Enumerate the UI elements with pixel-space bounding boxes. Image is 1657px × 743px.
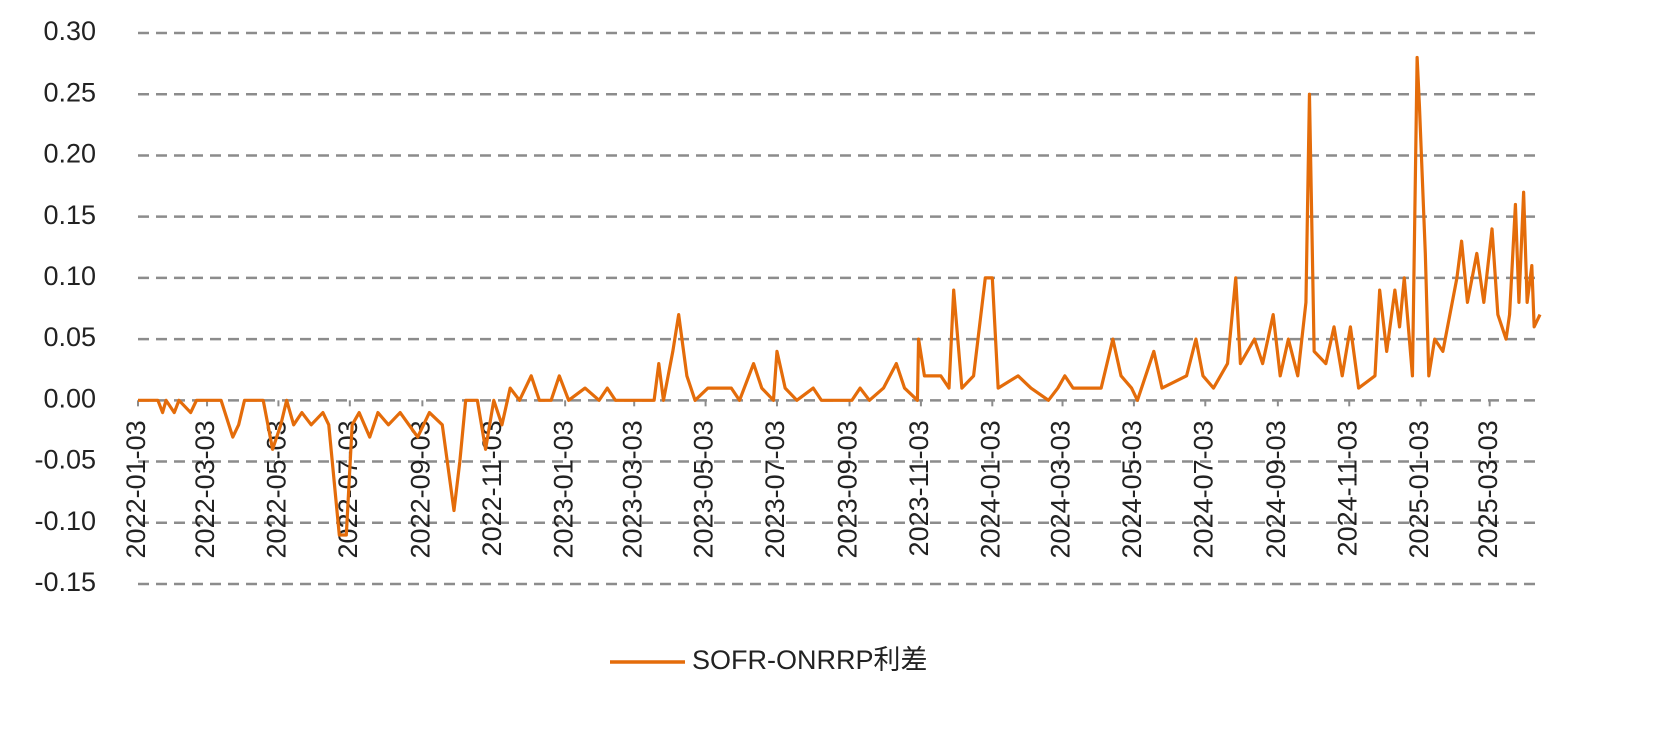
x-tick-label: 2023-11-03 [904,420,934,556]
y-tick-label: 0.20 [43,139,96,169]
y-tick-label: 0.25 [43,77,96,107]
y-tick-label: 0.10 [43,261,96,291]
x-tick-label: 2022-09-03 [406,420,436,558]
x-tick-label: 2023-07-03 [760,420,790,558]
x-tick-label: 2024-09-03 [1261,420,1291,558]
y-tick-label: 0.30 [43,16,96,46]
x-tick-label: 2022-01-03 [121,420,151,558]
y-tick-label: 0.15 [43,200,96,230]
y-tick-label: 0.05 [43,322,96,352]
x-tick-label: 2024-01-03 [975,420,1005,558]
data-line [138,55,1542,537]
x-tick-label: 2024-05-03 [1117,420,1147,558]
y-tick-label: -0.15 [34,567,96,597]
x-tick-label: 2024-03-03 [1046,420,1076,558]
legend-label: SOFR-ONRRP利差 [692,645,928,675]
x-tick-label: 2023-03-03 [617,420,647,558]
x-tick-label: 2022-11-03 [477,420,507,556]
y-tick-label: 0.00 [43,383,96,413]
x-tick-label: 2023-09-03 [833,420,863,558]
x-tick-label: 2022-05-03 [262,420,292,558]
x-tick-label: 2025-03-03 [1473,420,1503,558]
x-tick-label: 2024-11-03 [1332,420,1362,556]
x-tick-label: 2023-05-03 [689,420,719,558]
x-tick-label: 2022-03-03 [190,420,220,558]
x-tick-label: 2024-07-03 [1188,420,1218,558]
x-tick-label: 2023-01-03 [548,420,578,558]
y-tick-label: -0.10 [34,506,96,536]
x-tick-label: 2025-01-03 [1404,420,1434,558]
y-tick-label: -0.05 [34,445,96,475]
